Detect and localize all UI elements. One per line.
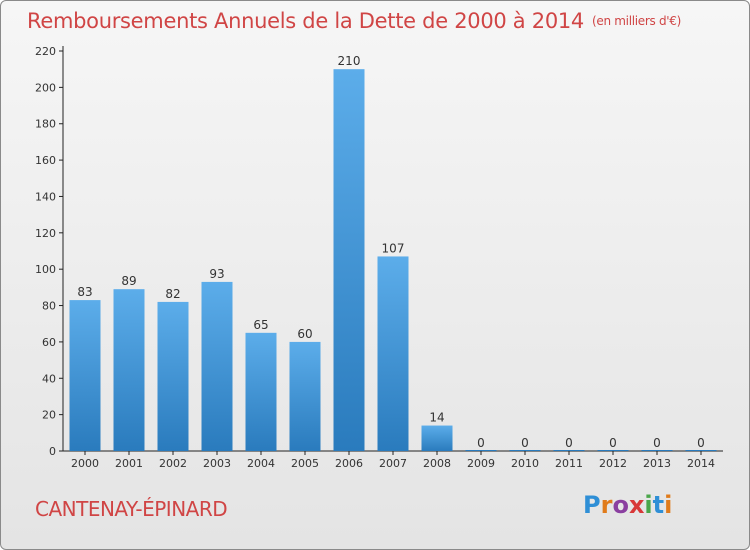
x-tick-label: 2002 (159, 457, 187, 470)
y-tick-label: 80 (42, 300, 56, 313)
data-label: 0 (477, 436, 485, 450)
data-label: 0 (565, 436, 573, 450)
x-tick-label: 2014 (687, 457, 715, 470)
y-tick-label: 0 (49, 445, 56, 458)
x-tick-label: 2001 (115, 457, 143, 470)
y-tick-label: 60 (42, 336, 56, 349)
chart-title-text: Remboursements Annuels de la Dette de 20… (27, 9, 584, 33)
x-tick-label: 2005 (291, 457, 319, 470)
y-tick-label: 100 (35, 263, 56, 276)
bar-2002 (157, 301, 189, 451)
x-tick-label: 2006 (335, 457, 363, 470)
data-labels: 83 89 82 93 65 60 210 107 14 0 0 0 0 0 0 (77, 54, 704, 450)
bars (69, 69, 717, 451)
logo-letter: P (583, 491, 601, 519)
y-tick-label: 160 (35, 154, 56, 167)
data-label: 60 (297, 327, 312, 341)
bar-2000 (69, 300, 101, 451)
chart-unit: (en milliers d'€) (592, 14, 682, 28)
data-label: 107 (382, 241, 405, 255)
data-label: 82 (165, 287, 180, 301)
bar-2006 (333, 69, 365, 451)
x-tick-label: 2007 (379, 457, 407, 470)
logo-letter: o (612, 491, 629, 519)
data-label: 0 (521, 436, 529, 450)
x-tick-label: 2011 (555, 457, 583, 470)
y-tick-label: 220 (35, 45, 56, 58)
data-label: 14 (429, 411, 444, 425)
y-tick-label: 120 (35, 227, 56, 240)
x-tick-label: 2009 (467, 457, 495, 470)
bar-2012 (597, 450, 629, 451)
data-label: 0 (697, 436, 705, 450)
x-tick-label: 2003 (203, 457, 231, 470)
bar-2005 (289, 341, 321, 451)
x-tick-label: 2010 (511, 457, 539, 470)
logo-letter: t (652, 491, 665, 519)
bar-2004 (245, 332, 277, 451)
data-label: 0 (609, 436, 617, 450)
y-tick-label: 200 (35, 81, 56, 94)
logo-letter: i (644, 491, 653, 519)
data-label: 93 (209, 267, 224, 281)
bar-2007 (377, 256, 409, 451)
data-label: 83 (77, 285, 92, 299)
data-label: 65 (253, 318, 268, 332)
bar-2011 (553, 450, 585, 451)
data-label: 210 (338, 54, 361, 68)
y-tick-label: 40 (42, 372, 56, 385)
y-tick-label: 140 (35, 190, 56, 203)
logo-letter: i (664, 491, 673, 519)
x-tick-label: 2008 (423, 457, 451, 470)
x-tick-label: 2012 (599, 457, 627, 470)
chart-title: Remboursements Annuels de la Dette de 20… (27, 9, 681, 33)
bar-2008 (421, 425, 453, 451)
bar-2013 (641, 450, 673, 451)
data-label: 0 (653, 436, 661, 450)
logo-letter: x (628, 491, 645, 519)
proxiti-logo[interactable]: Proxiti (583, 491, 672, 519)
bar-2014 (685, 450, 717, 451)
bar-2010 (509, 450, 541, 451)
x-tick-label: 2000 (71, 457, 99, 470)
logo-letter: r (600, 491, 613, 519)
y-tick-label: 180 (35, 118, 56, 131)
bar-2003 (201, 281, 233, 451)
x-tick-label: 2004 (247, 457, 275, 470)
data-label: 89 (121, 274, 136, 288)
bar-2001 (113, 289, 145, 451)
bar-2009 (465, 450, 497, 451)
commune-name: CANTENAY-ÉPINARD (35, 497, 228, 521)
y-tick-label: 20 (42, 409, 56, 422)
x-tick-label: 2013 (643, 457, 671, 470)
